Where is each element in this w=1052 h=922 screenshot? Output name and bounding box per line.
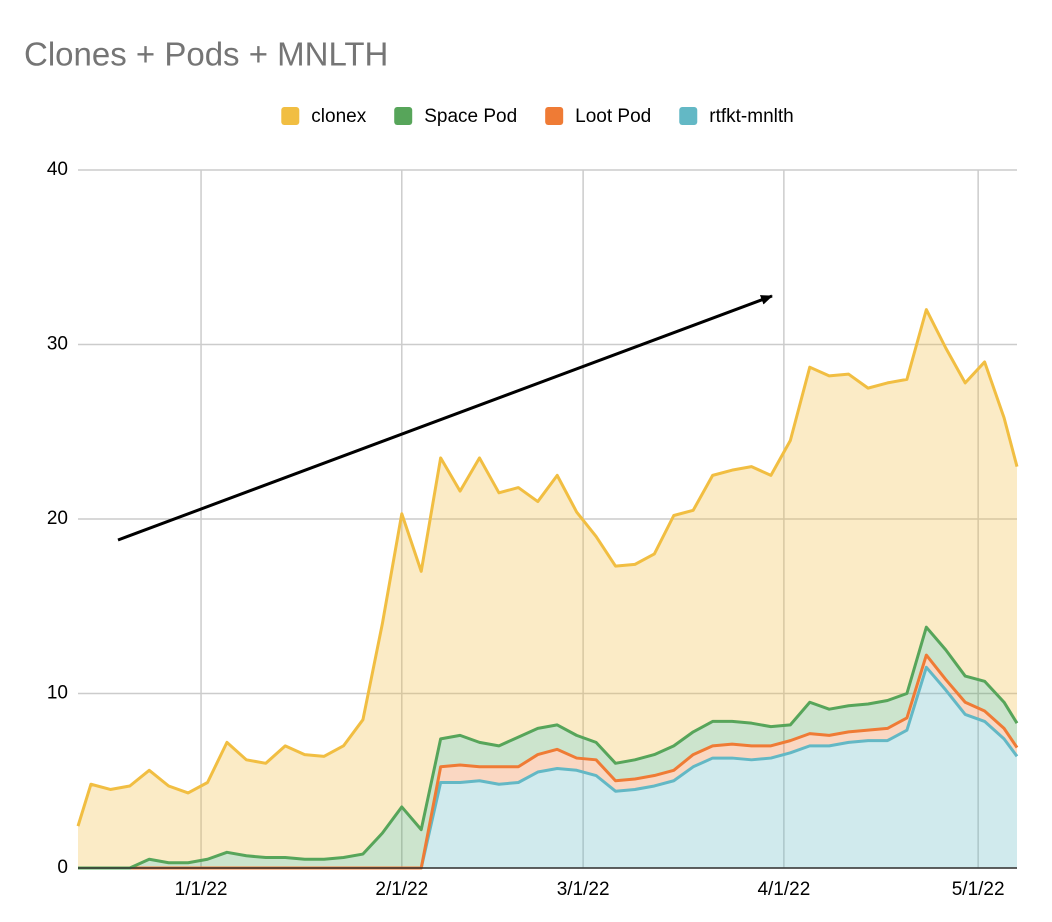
y-tick-label: 0 — [57, 857, 68, 878]
x-tick-label: 2/1/22 — [375, 879, 428, 900]
area-fill — [78, 655, 1017, 868]
series-line — [78, 625, 1019, 870]
legend-label: rtfkt-mnlth — [709, 106, 793, 127]
area-fill — [78, 627, 1017, 868]
y-tick-label: 30 — [47, 334, 68, 355]
y-tick-label: 20 — [47, 508, 68, 529]
area-fill — [78, 309, 1017, 869]
x-tick-label: 3/1/22 — [557, 879, 610, 900]
legend-item: Loot Pod — [545, 106, 651, 127]
x-tick-label: 4/1/22 — [757, 879, 810, 900]
x-tick-label: 5/1/22 — [952, 879, 1005, 900]
legend-label: clonex — [311, 106, 366, 127]
areas — [78, 309, 1017, 869]
x-tick-label: 1/1/22 — [175, 879, 228, 900]
y-tick-label: 10 — [47, 683, 68, 704]
legend-swatch — [394, 107, 413, 125]
axes: 0 10 20 30 40 1/1/22 2/1/22 3/1/22 4/1/22 5/1/22 — [47, 159, 1017, 900]
legend-swatch — [679, 107, 698, 125]
legend-item: Space Pod — [394, 106, 517, 127]
legend-item: clonex — [281, 106, 367, 127]
legend-swatch — [545, 107, 564, 125]
trend-arrow — [117, 294, 773, 542]
legend-swatch — [281, 107, 300, 125]
legend-label: Loot Pod — [575, 106, 651, 127]
series-line — [76, 308, 1019, 827]
y-tick-label: 40 — [47, 159, 68, 180]
legend-item: rtfkt-mnlth — [679, 106, 794, 127]
area-fill — [78, 667, 1017, 868]
legend-label: Space Pod — [424, 106, 517, 127]
chart-title: Clones + Pods + MNLTH — [24, 36, 388, 73]
legend: clonex Space Pod Loot Pod rtfkt-mnlth — [281, 106, 794, 127]
grid — [78, 169, 1017, 869]
